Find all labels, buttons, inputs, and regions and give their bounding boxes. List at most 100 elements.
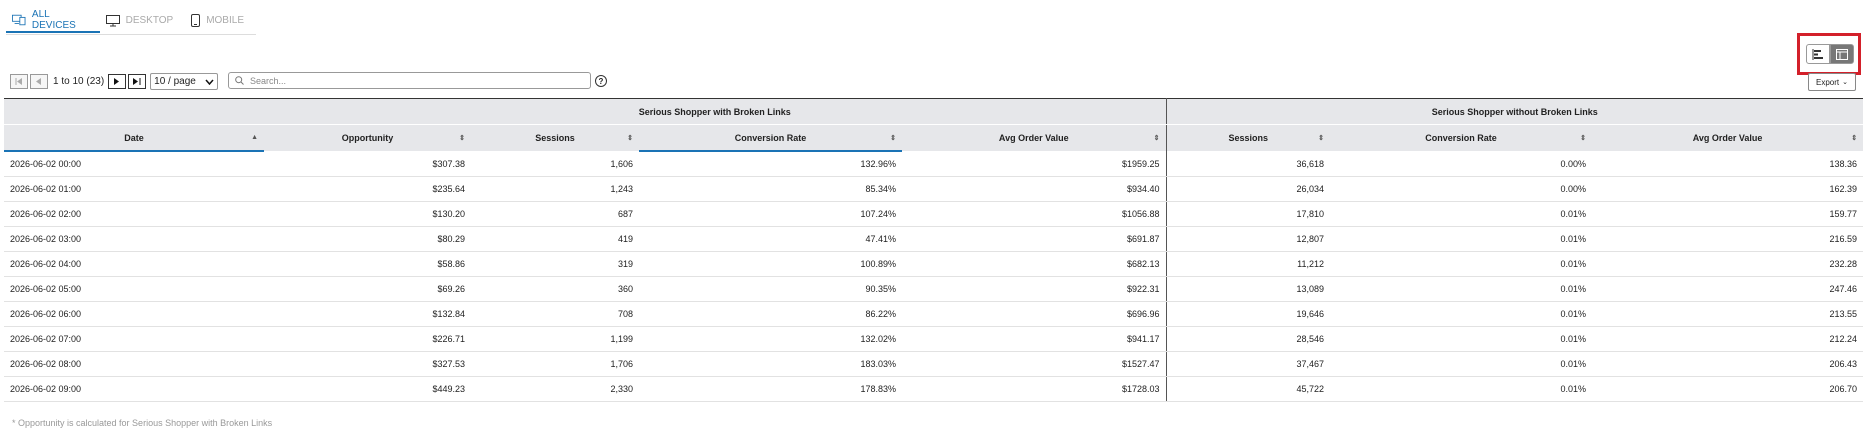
column-header-avg-order-value-without[interactable]: Avg Order Value ⇕ bbox=[1592, 124, 1864, 151]
export-button[interactable]: Export ⌄ bbox=[1808, 73, 1856, 91]
cell-conversion-rate: 132.96% bbox=[639, 151, 902, 177]
cell-avg-order-value: $934.40 bbox=[902, 176, 1167, 202]
group-header-without-broken-links: Serious Shopper without Broken Links bbox=[1166, 98, 1864, 125]
column-header-date[interactable]: Date ▲ bbox=[4, 124, 264, 152]
sort-icon: ⇕ bbox=[890, 135, 896, 142]
last-page-button[interactable] bbox=[128, 74, 147, 89]
table-row: 2026-06-02 02:00 $130.20 687 107.24% $1056.8… bbox=[4, 201, 1864, 227]
cell-conversion-rate: 178.83% bbox=[639, 376, 902, 402]
cell-sessions-without: 28,546 bbox=[1166, 326, 1331, 352]
cell-avg-order-value-without: 206.43 bbox=[1592, 351, 1864, 377]
cell-avg-order-value-without: 206.70 bbox=[1592, 376, 1864, 402]
cell-conversion-rate: 86.22% bbox=[639, 301, 902, 327]
cell-opportunity: $80.29 bbox=[264, 226, 471, 252]
sort-icon: ⇕ bbox=[459, 135, 465, 142]
cell-opportunity: $69.26 bbox=[264, 276, 471, 302]
chevron-down-icon bbox=[205, 79, 214, 85]
prev-page-icon bbox=[36, 78, 41, 85]
tab-all-devices[interactable]: ALL DEVICES bbox=[6, 8, 100, 33]
cell-opportunity: $307.38 bbox=[264, 151, 471, 177]
cell-avg-order-value-without: 216.59 bbox=[1592, 226, 1864, 252]
cell-conversion-rate-without: 0.01% bbox=[1330, 376, 1593, 402]
sort-icon: ⇕ bbox=[1851, 135, 1858, 142]
footnote: * Opportunity is calculated for Serious … bbox=[12, 418, 273, 428]
search-icon bbox=[235, 76, 244, 85]
cell-date: 2026-06-02 03:00 bbox=[4, 226, 264, 252]
cell-conversion-rate: 183.03% bbox=[639, 351, 902, 377]
column-header-label: Sessions bbox=[535, 133, 575, 143]
table-view-button[interactable] bbox=[1830, 44, 1854, 64]
cell-opportunity: $449.23 bbox=[264, 376, 471, 402]
cell-sessions-without: 19,646 bbox=[1166, 301, 1331, 327]
prev-page-button[interactable] bbox=[30, 74, 48, 89]
tab-mobile[interactable]: MOBILE bbox=[185, 8, 256, 33]
cell-avg-order-value: $1527.47 bbox=[902, 351, 1167, 377]
table-row: 2026-06-02 08:00 $327.53 1,706 183.03% $1527… bbox=[4, 351, 1864, 377]
cell-conversion-rate-without: 0.00% bbox=[1330, 151, 1593, 177]
cell-avg-order-value-without: 247.46 bbox=[1592, 276, 1864, 302]
cell-sessions: 360 bbox=[471, 276, 639, 302]
cell-conversion-rate: 47.41% bbox=[639, 226, 902, 252]
export-label: Export bbox=[1816, 77, 1840, 87]
search-placeholder: Search... bbox=[250, 75, 287, 86]
tab-desktop[interactable]: DESKTOP bbox=[100, 8, 186, 33]
cell-conversion-rate-without: 0.01% bbox=[1330, 226, 1593, 252]
per-page-select[interactable]: 10 / page bbox=[150, 73, 219, 90]
column-header-conversion-rate-without[interactable]: Conversion Rate ⇕ bbox=[1330, 124, 1593, 151]
cell-opportunity: $132.84 bbox=[264, 301, 471, 327]
column-header-label: Opportunity bbox=[341, 133, 394, 143]
table-body: 2026-06-02 00:00 $307.38 1,606 132.96% $1959… bbox=[4, 151, 1864, 402]
help-icon[interactable]: ? bbox=[595, 75, 607, 87]
cell-sessions-without: 36,618 bbox=[1166, 151, 1331, 177]
column-header-avg-order-value[interactable]: Avg Order Value ⇕ bbox=[902, 124, 1167, 151]
column-header-conversion-rate[interactable]: Conversion Rate ⇕ bbox=[639, 124, 902, 152]
tab-desktop-label: DESKTOP bbox=[125, 15, 174, 26]
tab-all-devices-label: ALL DEVICES bbox=[31, 8, 76, 31]
cell-sessions: 1,199 bbox=[471, 326, 639, 352]
table-row: 2026-06-02 03:00 $80.29 419 47.41% $691.87 12… bbox=[4, 226, 1864, 252]
cell-avg-order-value: $691.87 bbox=[902, 226, 1167, 252]
cell-date: 2026-06-02 08:00 bbox=[4, 351, 264, 377]
table-row: 2026-06-02 07:00 $226.71 1,199 132.02% $941.… bbox=[4, 326, 1864, 352]
cell-conversion-rate-without: 0.01% bbox=[1330, 326, 1593, 352]
page-range: 1 to 10 (23) bbox=[53, 76, 105, 87]
cell-date: 2026-06-02 06:00 bbox=[4, 301, 264, 327]
column-header-opportunity[interactable]: Opportunity ⇕ bbox=[264, 124, 471, 151]
column-header-row: Date ▲ Opportunity ⇕ Sessions ⇕ Conversion … bbox=[4, 124, 1864, 152]
table-row: 2026-06-02 09:00 $449.23 2,330 178.83% $1728… bbox=[4, 376, 1864, 402]
cell-avg-order-value-without: 159.77 bbox=[1592, 201, 1864, 227]
bar-chart-icon bbox=[1812, 48, 1823, 60]
per-page-value: 10 / page bbox=[154, 76, 196, 87]
column-header-label: Date bbox=[124, 132, 144, 143]
cell-avg-order-value-without: 138.36 bbox=[1592, 151, 1864, 177]
cell-avg-order-value: $922.31 bbox=[902, 276, 1167, 302]
cell-conversion-rate: 107.24% bbox=[639, 201, 902, 227]
cell-conversion-rate-without: 0.01% bbox=[1330, 201, 1593, 227]
column-header-sessions[interactable]: Sessions ⇕ bbox=[471, 124, 639, 151]
sort-icon: ⇕ bbox=[1318, 135, 1325, 142]
desktop-icon bbox=[105, 14, 120, 26]
cell-conversion-rate-without: 0.00% bbox=[1330, 176, 1593, 202]
cell-sessions: 2,330 bbox=[471, 376, 639, 402]
column-header-label: Conversion Rate bbox=[1425, 133, 1497, 143]
table-icon bbox=[1836, 48, 1848, 60]
bar-view-button[interactable] bbox=[1806, 44, 1830, 64]
table-row: 2026-06-02 05:00 $69.26 360 90.35% $922.31 13… bbox=[4, 276, 1864, 302]
column-header-sessions-without[interactable]: Sessions ⇕ bbox=[1166, 124, 1331, 151]
first-page-button[interactable] bbox=[10, 74, 28, 89]
cell-avg-order-value-without: 232.28 bbox=[1592, 251, 1864, 277]
cell-opportunity: $235.64 bbox=[264, 176, 471, 202]
cell-avg-order-value: $941.17 bbox=[902, 326, 1167, 352]
data-table: Serious Shopper with Broken Links Seriou… bbox=[4, 98, 1864, 402]
next-page-button[interactable] bbox=[108, 74, 127, 89]
cell-conversion-rate: 85.34% bbox=[639, 176, 902, 202]
cell-avg-order-value: $1056.88 bbox=[902, 201, 1167, 227]
cell-avg-order-value: $696.96 bbox=[902, 301, 1167, 327]
cell-sessions: 319 bbox=[471, 251, 639, 277]
cell-date: 2026-06-02 02:00 bbox=[4, 201, 264, 227]
last-page-icon bbox=[133, 78, 141, 85]
search-input[interactable]: Search... bbox=[228, 72, 591, 89]
column-header-label: Sessions bbox=[1228, 133, 1269, 143]
cell-opportunity: $58.86 bbox=[264, 251, 471, 277]
mobile-icon bbox=[191, 14, 201, 27]
